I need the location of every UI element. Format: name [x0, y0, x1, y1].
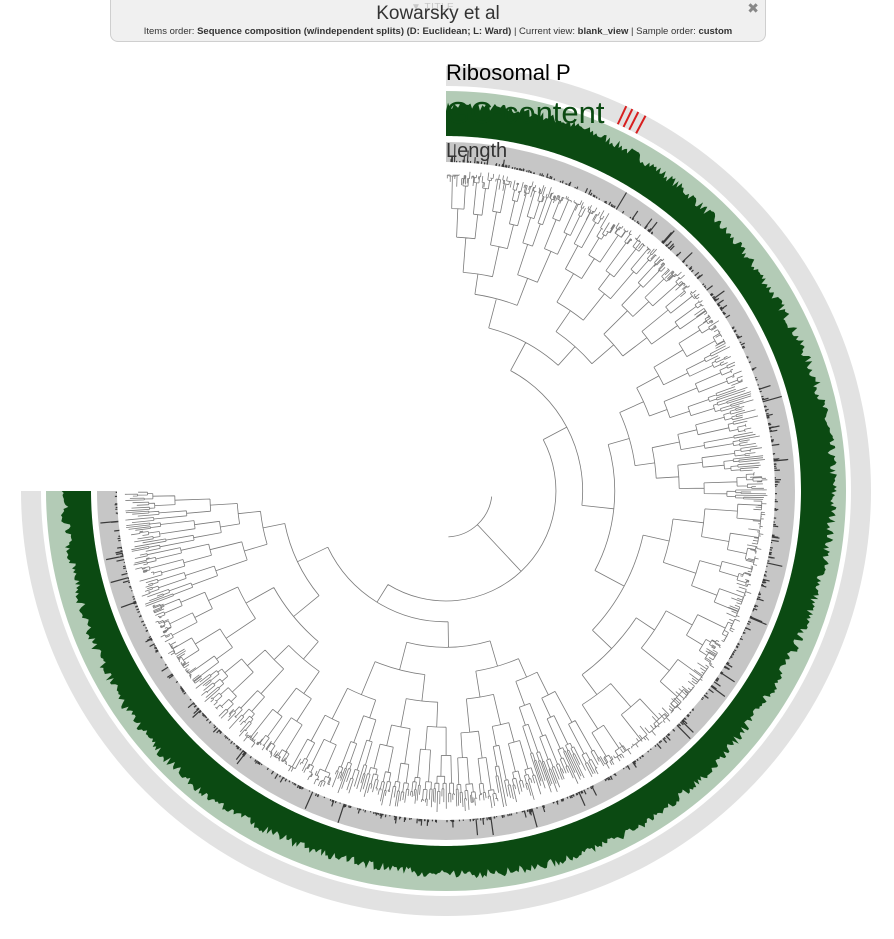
layer-label-length[interactable]: Length — [446, 140, 508, 162]
title-panel: ▼ TITLE Kowarsky et al Items order: Sequ… — [110, 0, 766, 42]
dendrogram — [124, 171, 768, 813]
subtitle-part: blank_view — [577, 26, 629, 37]
title-toggle[interactable]: ▼ TITLE — [411, 2, 455, 13]
layer-ring-gc-content — [46, 91, 846, 891]
subtitle-part: | Current view: — [511, 26, 578, 37]
ribosomal-hit-mark — [635, 115, 647, 134]
ribosomal-hits — [616, 105, 647, 134]
ribosomal-hit-mark — [622, 108, 634, 128]
layer-label-ribosomal[interactable]: Ribosomal P — [446, 60, 571, 85]
subtitle-part: custom — [698, 26, 733, 37]
ribosomal-hit-mark — [616, 105, 628, 125]
dendrogram-branches — [124, 171, 768, 813]
subtitle-part: Items order: — [143, 26, 198, 37]
layer-bars — [60, 102, 837, 878]
subtitle-part: | Sample order: — [628, 26, 699, 37]
length-bars — [100, 144, 789, 836]
ribosomal-hit-mark — [628, 111, 640, 131]
subtitle-part: Sequence composition (w/independent spli… — [197, 26, 512, 37]
project-title: Kowarsky et al — [376, 3, 500, 24]
layer-label-gc-content[interactable]: GC-content — [446, 95, 605, 130]
close-icon[interactable]: ✖ — [747, 0, 759, 16]
view-info-subtitle: Items order: Sequence composition (w/ind… — [111, 26, 765, 37]
